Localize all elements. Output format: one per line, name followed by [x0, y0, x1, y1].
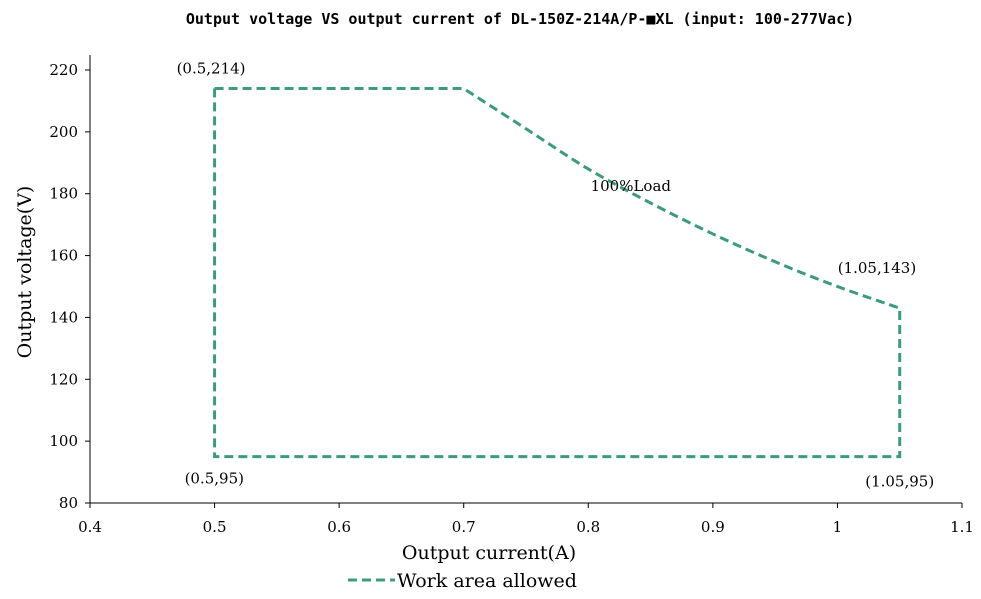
x-tick-label: 0.8 — [576, 518, 600, 536]
x-tick-label: 0.5 — [203, 518, 227, 536]
x-axis-label: Output current(A) — [402, 542, 576, 564]
x-tick-label: 0.4 — [78, 518, 102, 536]
x-tick-label: 1 — [833, 518, 843, 536]
y-tick-label: 100 — [49, 432, 78, 450]
y-tick-label: 160 — [49, 247, 78, 265]
x-tick-label: 0.6 — [327, 518, 351, 536]
x-tick-label: 0.7 — [452, 518, 476, 536]
annotations: (0.5,214) 100%Load (1.05,143) (0.5,95) (1.05… — [177, 60, 935, 491]
y-axis-label: Output voltage(V) — [14, 186, 36, 359]
annotation-label: (0.5,214) — [177, 60, 246, 78]
y-tick-label: 200 — [49, 123, 78, 141]
x-tick-label: 0.9 — [701, 518, 725, 536]
annotation-label: (0.5,95) — [185, 470, 244, 488]
y-tick-label: 220 — [49, 61, 78, 79]
x-tick-label: 1.1 — [950, 518, 974, 536]
legend: Work area allowed — [348, 570, 577, 592]
y-ticks: 80 100 120 140 160 180 200 220 — [49, 61, 90, 512]
series-line-work-area — [213, 87, 902, 459]
x-ticks: 0.4 0.5 0.6 0.7 0.8 0.9 1 1.1 — [78, 503, 974, 536]
chart-title: Output voltage VS output current of DL-1… — [186, 10, 854, 28]
y-tick-label: 180 — [49, 185, 78, 203]
y-tick-label: 80 — [59, 494, 78, 512]
annotation-label: (1.05,95) — [865, 473, 934, 491]
legend-label: Work area allowed — [397, 570, 577, 592]
annotation-label: 100%Load — [591, 177, 672, 195]
y-tick-label: 120 — [49, 370, 78, 388]
annotation-label: (1.05,143) — [838, 259, 917, 277]
y-tick-label: 140 — [49, 308, 78, 326]
